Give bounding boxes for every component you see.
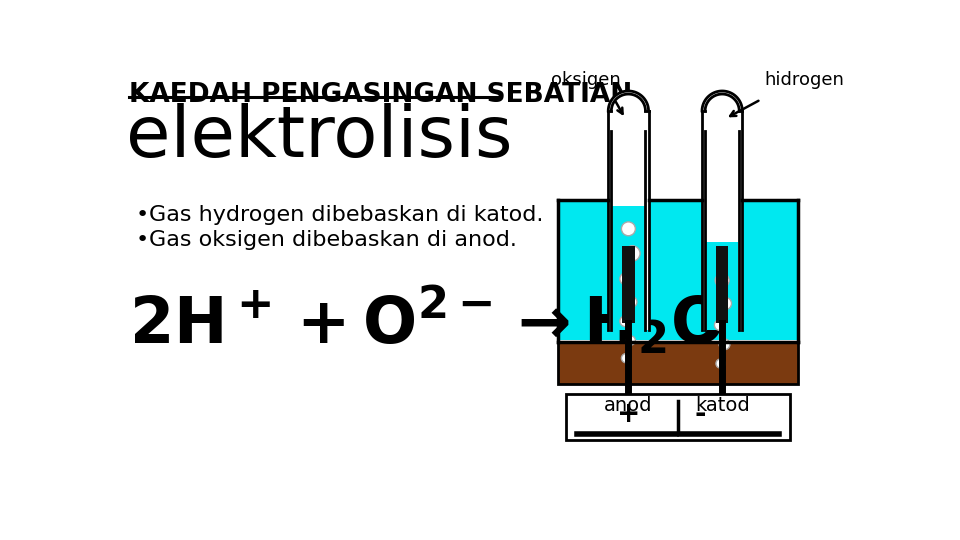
Bar: [565, 394, 790, 440]
Text: katod: katod: [695, 396, 750, 415]
Text: •: •: [135, 205, 149, 225]
Circle shape: [714, 320, 725, 330]
Bar: [560, 201, 797, 340]
Circle shape: [626, 336, 636, 345]
Text: Gas oksigen dibebaskan di anod.: Gas oksigen dibebaskan di anod.: [150, 230, 517, 249]
Circle shape: [715, 273, 730, 287]
Bar: [558, 342, 798, 384]
Text: elektrolisis: elektrolisis: [126, 103, 513, 172]
Circle shape: [626, 296, 636, 307]
Text: KAEDAH PENGASINGAN SEBATIAN: KAEDAH PENGASINGAN SEBATIAN: [130, 82, 633, 108]
Text: -: -: [695, 400, 707, 428]
Circle shape: [719, 339, 730, 350]
Circle shape: [620, 316, 631, 327]
Circle shape: [719, 298, 732, 309]
Bar: [716, 246, 729, 323]
Text: $\mathbf{2H^+ + O^{2-} \rightarrow H_2O}$: $\mathbf{2H^+ + O^{2-} \rightarrow H_2O}…: [130, 284, 724, 357]
Circle shape: [716, 359, 725, 368]
Text: •: •: [135, 230, 149, 249]
Bar: [702, 111, 742, 330]
Bar: [706, 242, 738, 330]
Bar: [622, 246, 635, 323]
Text: anod: anod: [604, 396, 653, 415]
Circle shape: [621, 222, 636, 236]
Circle shape: [620, 273, 633, 285]
Text: Gas hydrogen dibebaskan di katod.: Gas hydrogen dibebaskan di katod.: [150, 205, 543, 225]
Circle shape: [621, 354, 631, 363]
Bar: [609, 111, 649, 330]
Bar: [612, 206, 645, 330]
Text: oksigen: oksigen: [551, 71, 621, 90]
Text: +: +: [617, 400, 640, 428]
Circle shape: [625, 246, 640, 261]
Text: hidrogen: hidrogen: [765, 71, 845, 90]
